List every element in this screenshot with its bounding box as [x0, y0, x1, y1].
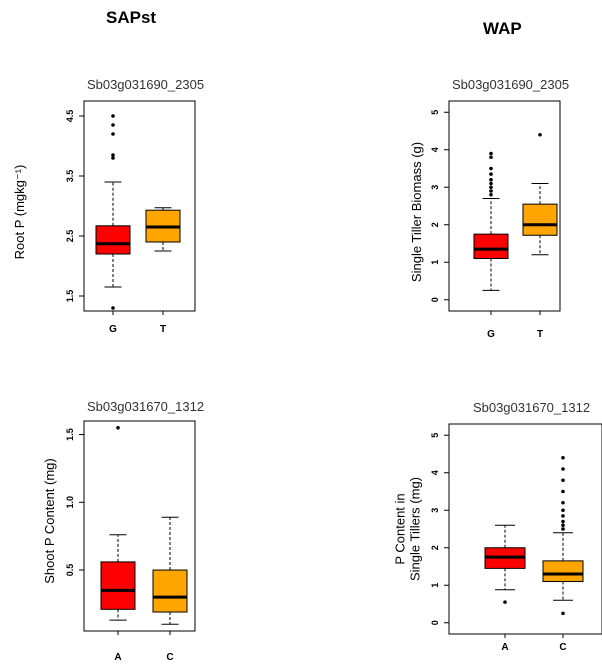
outlier-point — [111, 132, 115, 136]
y-tick-label: 4.5 — [65, 110, 75, 123]
y-tick-label: 1.5 — [65, 428, 75, 441]
y-tick-label: 0 — [430, 297, 440, 302]
category-label: A — [501, 642, 508, 653]
y-axis-label: Shoot P Content (mg) — [42, 458, 57, 584]
outlier-point — [561, 527, 565, 531]
box-C: C — [152, 516, 188, 663]
y-tick-label: 0 — [430, 620, 440, 625]
heading-wap: WAP — [483, 19, 522, 38]
outlier-point — [489, 151, 493, 156]
heading-sapst: SAPst — [106, 8, 157, 27]
outlier-point — [561, 489, 565, 494]
y-tick-label: 4 — [430, 470, 440, 475]
plot-title: Sb03g031670_1312 — [473, 400, 590, 415]
plot-title: Sb03g031690_2305 — [87, 77, 204, 92]
plot-title: Sb03g031670_1312 — [87, 399, 204, 414]
y-axis-label: Single Tiller Biomass (g) — [409, 142, 424, 282]
outlier-point — [561, 500, 565, 505]
outlier-point — [489, 155, 493, 160]
category-label: G — [487, 329, 495, 340]
outlier-point — [111, 123, 115, 127]
outlier-point — [561, 523, 565, 528]
category-label: C — [559, 642, 566, 653]
y-tick-label: 5 — [430, 110, 440, 115]
y-tick-label: 1 — [430, 260, 440, 265]
outlier-point — [561, 519, 565, 524]
box-iqr — [473, 233, 509, 259]
outlier-point — [489, 166, 493, 171]
box-G: G — [473, 151, 509, 340]
outlier-point — [561, 514, 565, 518]
outlier-point — [489, 172, 493, 176]
y-tick-label: 3 — [430, 508, 440, 513]
outlier-point — [561, 478, 565, 483]
outlier-point — [503, 600, 507, 604]
outlier-point — [489, 189, 493, 193]
y-tick-label: 1.0 — [65, 496, 75, 509]
outlier-point — [489, 185, 493, 190]
box-iqr — [522, 203, 558, 236]
box-T: T — [522, 132, 558, 340]
y-tick-label: 2.5 — [65, 230, 75, 243]
y-tick-label: 3 — [430, 185, 440, 190]
box-iqr — [100, 561, 136, 610]
plot-frame — [448, 100, 561, 312]
box-iqr — [95, 225, 131, 255]
outlier-point — [561, 467, 565, 471]
outlier-point — [489, 192, 493, 197]
y-tick-label: 2 — [430, 222, 440, 227]
y-axis-label: Single Tillers (mg) — [408, 477, 423, 581]
box-G: G — [95, 114, 131, 335]
boxplot-panel-2: Sb03g031690_2305 0 1 2 3 4 5 Single Tiller Biom… — [409, 77, 569, 340]
outlier-point — [489, 177, 493, 182]
box-iqr — [542, 560, 584, 582]
box-A: A — [484, 524, 526, 653]
outlier-point — [111, 114, 115, 118]
category-label: G — [109, 324, 117, 335]
y-axis-label: P Content in — [393, 493, 408, 564]
y-axis-label: Root P (mgkg⁻¹) — [12, 165, 27, 260]
y-tick-label: 5 — [430, 433, 440, 438]
outlier-point — [561, 611, 565, 616]
category-label: T — [160, 324, 166, 335]
plot-frame — [83, 420, 196, 632]
box-A: A — [100, 425, 136, 663]
plot-frame — [83, 100, 196, 312]
y-tick-label: 3.5 — [65, 170, 75, 183]
plot-frame — [448, 423, 602, 635]
y-tick-label: 1 — [430, 583, 440, 588]
outlier-point — [489, 181, 493, 186]
boxplot-panel-1: Sb03g031690_2305 1.5 2.5 3.5 4.5 Root P (mgkg… — [12, 77, 204, 335]
outlier-point — [111, 153, 115, 157]
outlier-point — [561, 455, 565, 460]
y-tick-label: 1.5 — [65, 290, 75, 303]
outlier-point — [111, 306, 115, 310]
y-tick-label: 4 — [430, 147, 440, 152]
outlier-point — [116, 425, 120, 430]
y-tick-label: 2 — [430, 545, 440, 550]
plot-title: Sb03g031690_2305 — [452, 77, 569, 92]
outlier-point — [561, 508, 565, 513]
boxplot-panel-4: Sb03g031670_1312 0 1 2 3 4 5 P Content in Single… — [393, 400, 602, 653]
box-T: T — [145, 207, 181, 335]
box-iqr — [152, 569, 188, 613]
boxplot-panel-3: Sb03g031670_1312 0.5 1.0 1.5 Shoot P Content… — [42, 399, 204, 663]
outlier-point — [538, 132, 542, 137]
category-label: T — [537, 329, 543, 340]
category-label: C — [166, 652, 173, 663]
y-tick-label: 0.5 — [65, 564, 75, 577]
outlier-point — [111, 156, 115, 160]
category-label: A — [114, 652, 121, 663]
box-C: C — [542, 455, 584, 653]
